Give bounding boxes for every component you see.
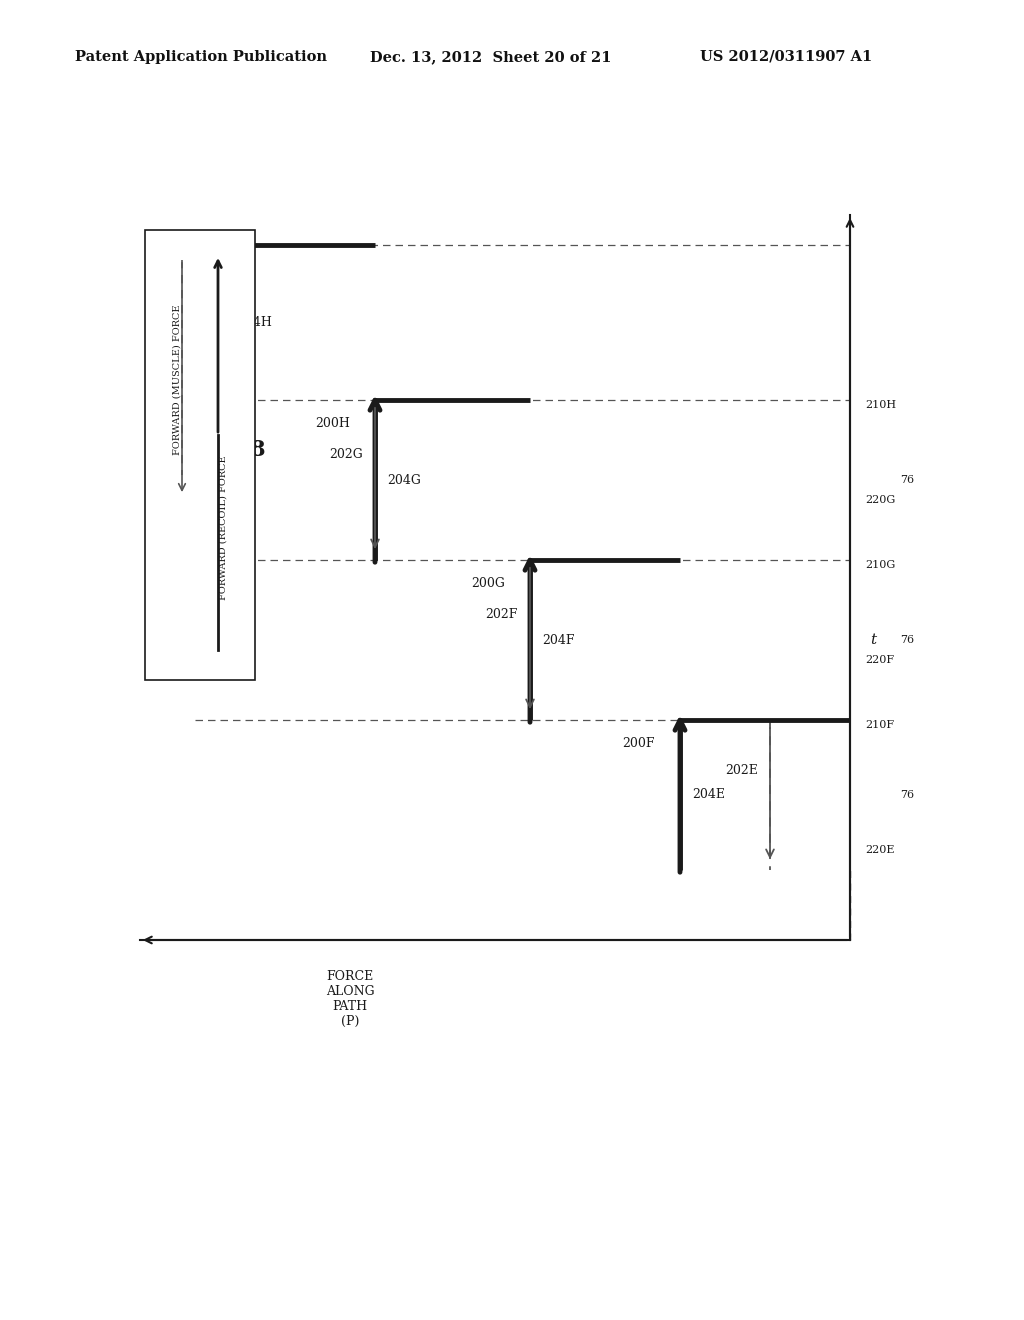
Bar bbox=[145, 230, 255, 680]
Text: 204E: 204E bbox=[692, 788, 725, 801]
Text: 210H: 210H bbox=[865, 400, 896, 411]
Text: 76: 76 bbox=[900, 475, 914, 484]
Text: 204H: 204H bbox=[237, 315, 272, 329]
Text: 200F: 200F bbox=[623, 737, 655, 750]
Text: 204F: 204F bbox=[542, 634, 574, 647]
Text: 200H: 200H bbox=[315, 417, 350, 430]
Text: US 2012/0311907 A1: US 2012/0311907 A1 bbox=[700, 50, 872, 63]
Text: 202F: 202F bbox=[485, 609, 518, 622]
Text: 76: 76 bbox=[900, 789, 914, 800]
Text: Patent Application Publication: Patent Application Publication bbox=[75, 50, 327, 63]
Text: FORWARD (MUSCLE) FORCE: FORWARD (MUSCLE) FORCE bbox=[172, 305, 181, 455]
Text: FORWARD (RECOIL) FORCE: FORWARD (RECOIL) FORCE bbox=[218, 455, 227, 599]
Text: 202G: 202G bbox=[330, 449, 362, 462]
Text: 210G: 210G bbox=[865, 560, 895, 570]
Text: 202H: 202H bbox=[178, 290, 213, 304]
Text: 202E: 202E bbox=[725, 763, 758, 776]
Text: 220G: 220G bbox=[865, 495, 895, 506]
Text: 200G: 200G bbox=[471, 577, 505, 590]
Text: 204G: 204G bbox=[387, 474, 421, 487]
Text: 220E: 220E bbox=[865, 845, 895, 855]
Text: t: t bbox=[870, 634, 877, 647]
Text: 220F: 220F bbox=[865, 655, 894, 665]
Text: FIG. 28: FIG. 28 bbox=[175, 440, 265, 461]
Text: 76: 76 bbox=[900, 635, 914, 645]
Text: 210F: 210F bbox=[865, 719, 894, 730]
Text: Dec. 13, 2012  Sheet 20 of 21: Dec. 13, 2012 Sheet 20 of 21 bbox=[370, 50, 611, 63]
Text: FORCE
ALONG
PATH
(P): FORCE ALONG PATH (P) bbox=[326, 970, 375, 1028]
